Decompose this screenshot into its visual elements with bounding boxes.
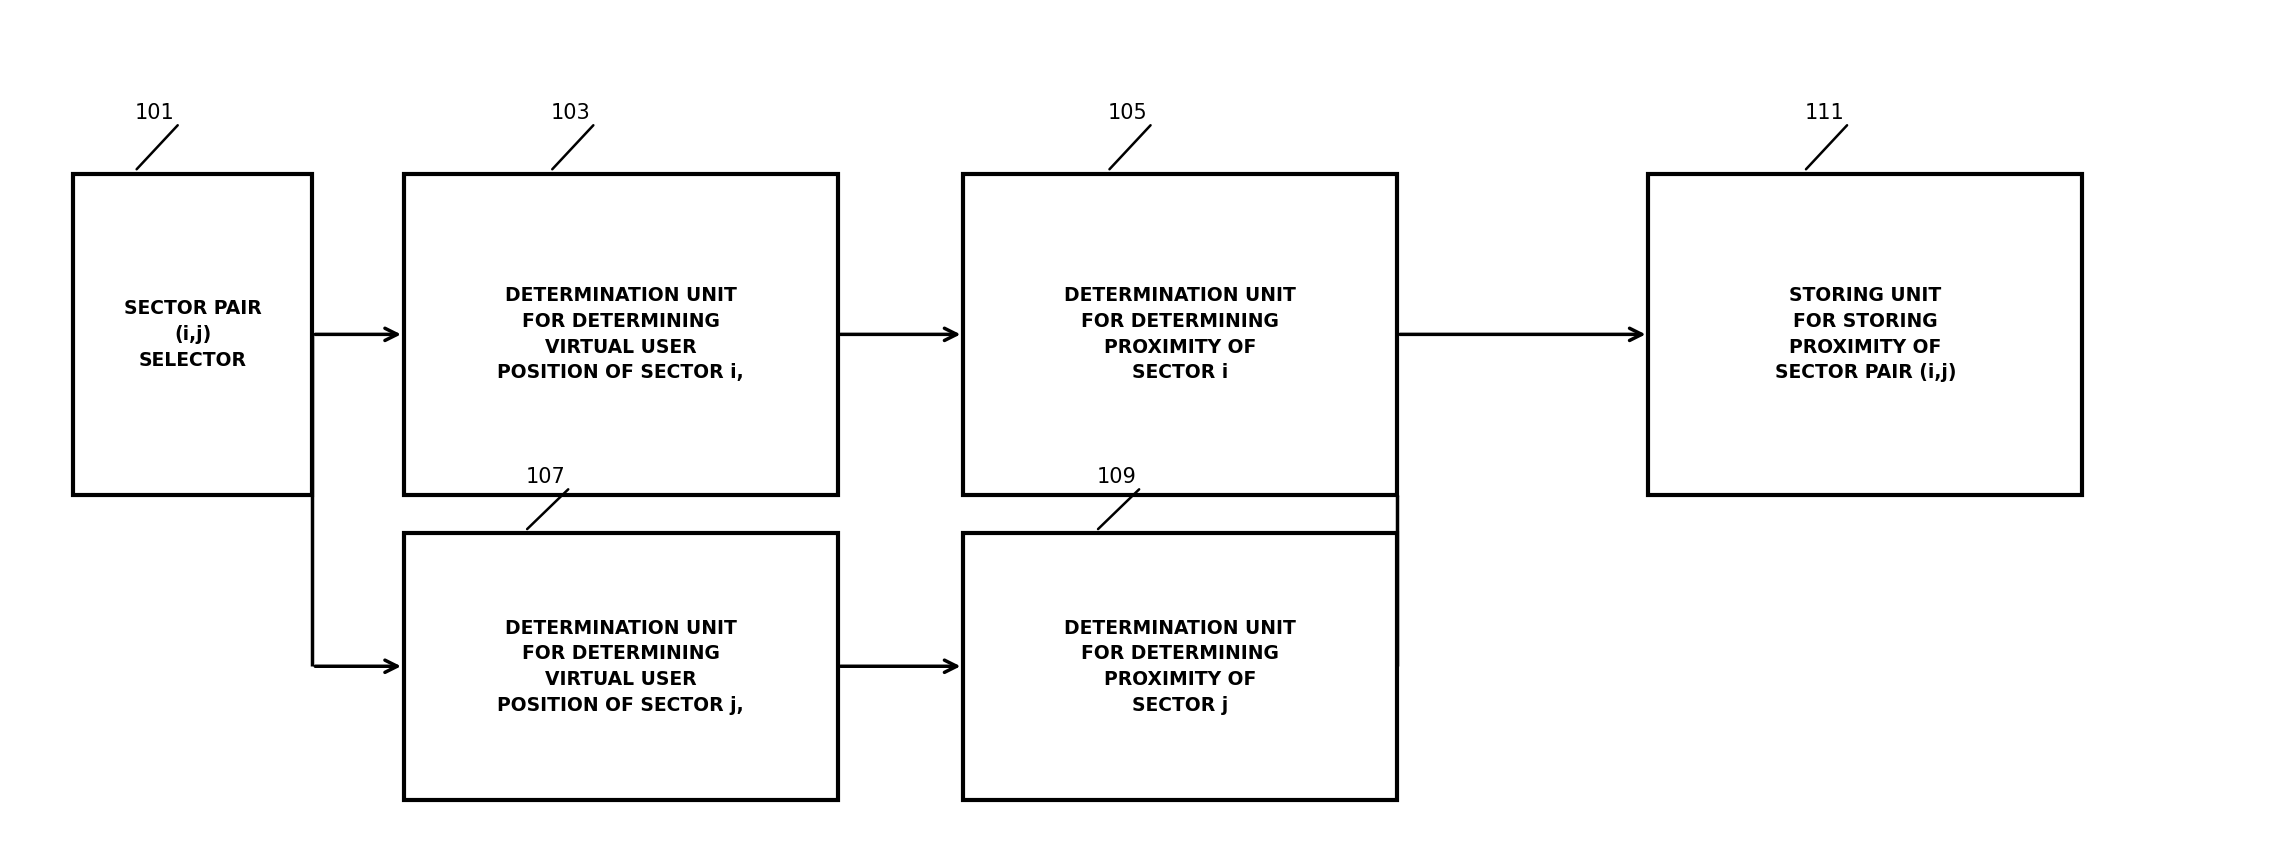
Text: SECTOR PAIR
(i,j)
SELECTOR: SECTOR PAIR (i,j) SELECTOR — [124, 299, 261, 369]
Text: 109: 109 — [1096, 467, 1137, 486]
Text: 105: 105 — [1107, 103, 1148, 123]
Bar — [963, 174, 1398, 495]
Text: DETERMINATION UNIT
FOR DETERMINING
PROXIMITY OF
SECTOR j: DETERMINATION UNIT FOR DETERMINING PROXI… — [1063, 618, 1297, 715]
Text: DETERMINATION UNIT
FOR DETERMINING
PROXIMITY OF
SECTOR i: DETERMINATION UNIT FOR DETERMINING PROXI… — [1063, 286, 1297, 382]
Bar — [73, 174, 312, 495]
Text: DETERMINATION UNIT
FOR DETERMINING
VIRTUAL USER
POSITION OF SECTOR i,: DETERMINATION UNIT FOR DETERMINING VIRTU… — [497, 286, 745, 382]
Bar — [403, 534, 837, 800]
Bar — [1648, 174, 2083, 495]
Text: 103: 103 — [550, 103, 591, 123]
Bar — [963, 534, 1398, 800]
Text: STORING UNIT
FOR STORING
PROXIMITY OF
SECTOR PAIR (i,j): STORING UNIT FOR STORING PROXIMITY OF SE… — [1774, 286, 1955, 382]
Text: 111: 111 — [1804, 103, 1845, 123]
Text: 101: 101 — [135, 103, 174, 123]
Text: 107: 107 — [525, 467, 566, 486]
Text: DETERMINATION UNIT
FOR DETERMINING
VIRTUAL USER
POSITION OF SECTOR j,: DETERMINATION UNIT FOR DETERMINING VIRTU… — [497, 618, 745, 715]
Bar — [403, 174, 837, 495]
